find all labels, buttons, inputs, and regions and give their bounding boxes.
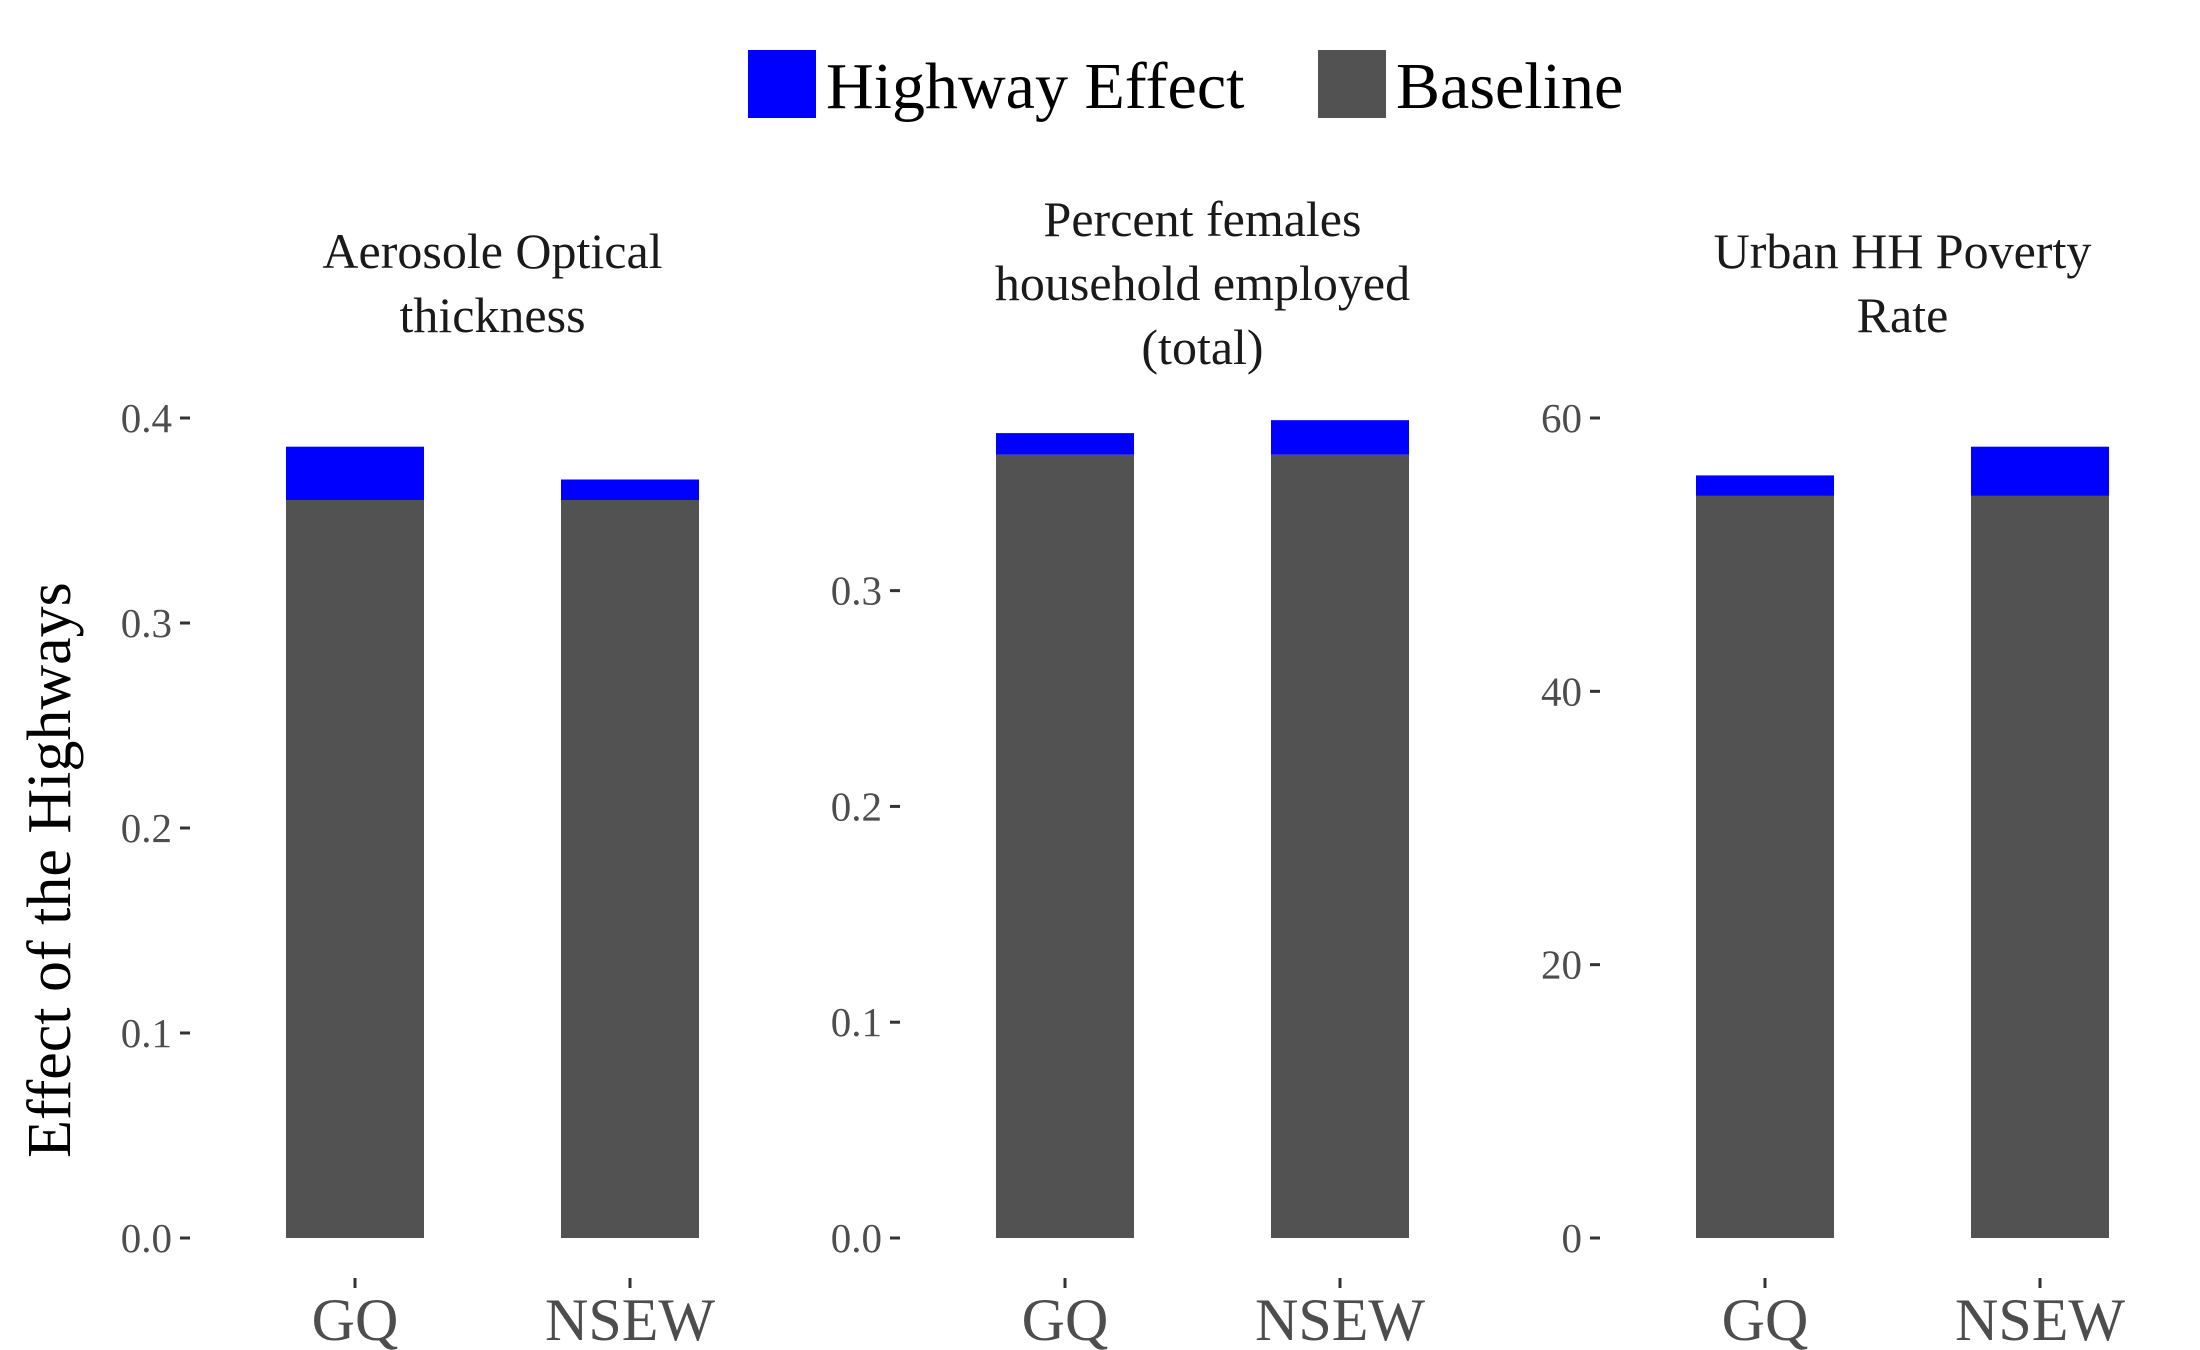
panel-1-xtick-label-1: NSEW [1255, 1287, 1425, 1350]
panel-0: Aerosole Optical thickness 0.0 0.1 0.2 0.3 0.4… [121, 223, 716, 1350]
panel-1-bar-effect-gq [996, 433, 1134, 455]
panel-2-title-line-0: Urban HH Poverty [1714, 223, 2092, 279]
panel-0-ytick-label-2: 0.2 [121, 805, 172, 851]
panel-1-bar-effect-nsew [1271, 420, 1409, 455]
panel-0-xtick-label-0: GQ [312, 1287, 399, 1350]
panel-1-title-line-2: (total) [1141, 319, 1263, 375]
legend-swatch-1 [1318, 50, 1386, 118]
panel-0-title-line-0: Aerosole Optical [322, 223, 662, 279]
panel-2-ytick-label-1: 20 [1541, 942, 1582, 988]
panel-2-bar-baseline-gq [1696, 495, 1834, 1238]
legend: Highway Effect Baseline [748, 50, 1623, 123]
panel-2-bar-effect-nsew [1971, 446, 2109, 496]
panel-2-title-line-1: Rate [1857, 287, 1949, 343]
panel-1-bar-baseline-gq [996, 454, 1134, 1238]
panel-0-bar-effect-gq [286, 446, 424, 500]
panel-0-ytick-label-0: 0.0 [121, 1215, 172, 1261]
panel-0-title-line-1: thickness [399, 287, 585, 343]
panel-2-bar-baseline-nsew [1971, 495, 2109, 1238]
panel-2-xtick-label-0: GQ [1722, 1287, 1809, 1350]
panel-0-bar-effect-nsew [561, 479, 699, 500]
panel-1-ytick-label-2: 0.2 [831, 783, 882, 829]
y-axis-title: Effect of the Highways [16, 582, 84, 1158]
panel-2: Urban HH Poverty Rate 0 20 40 60 GQ NSEW [1541, 223, 2125, 1350]
panel-1-bar-baseline-nsew [1271, 454, 1409, 1238]
panel-2-ytick-label-0: 0 [1562, 1215, 1583, 1261]
panel-1-xtick-label-0: GQ [1022, 1287, 1109, 1350]
panel-1-ytick-label-1: 0.1 [831, 999, 882, 1045]
panel-0-ytick-label-1: 0.1 [121, 1010, 172, 1056]
panel-0-bar-baseline-nsew [561, 500, 699, 1238]
panel-1-title-line-1: household employed [995, 255, 1410, 311]
panel-0-ytick-label-4: 0.4 [121, 395, 172, 441]
panel-2-bar-effect-gq [1696, 475, 1834, 496]
panel-1-title-line-0: Percent females [1044, 191, 1362, 247]
panel-0-bar-baseline-gq [286, 500, 424, 1238]
legend-label-1: Baseline [1396, 50, 1623, 123]
panel-0-xtick-label-1: NSEW [545, 1287, 715, 1350]
panel-1: Percent females household employed (total)… [831, 191, 1426, 1350]
panels: Aerosole Optical thickness 0.0 0.1 0.2 0.3 0.4… [121, 191, 2126, 1350]
panel-0-ytick-label-3: 0.3 [121, 600, 172, 646]
legend-label-0: Highway Effect [826, 50, 1244, 123]
panel-2-ytick-label-3: 60 [1541, 395, 1582, 441]
panel-2-xtick-label-1: NSEW [1955, 1287, 2125, 1350]
panel-1-ytick-label-3: 0.3 [831, 568, 882, 614]
legend-swatch-0 [748, 50, 816, 118]
panel-2-ytick-label-2: 40 [1541, 668, 1582, 714]
panel-1-ytick-label-0: 0.0 [831, 1215, 882, 1261]
